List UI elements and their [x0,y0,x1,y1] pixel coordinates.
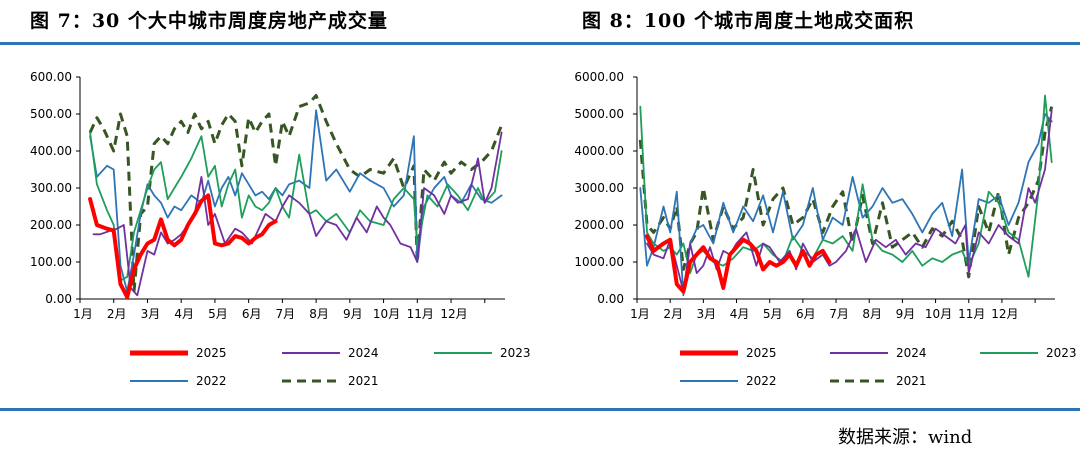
y-tick-label: 1000.00 [574,255,624,269]
chart-1: 0.00 100.00 200.00 300.00 400.00 500.00 600.00… [30,70,531,388]
data-source: 数据来源：wind [838,427,973,448]
x-tick-label: 6月 [242,307,262,321]
y-tick-label: 300.00 [30,181,72,195]
legend-label-2021: 2021 [348,374,379,388]
x-tick-label: 7月 [829,307,849,321]
bottom-divider [0,408,1080,411]
series-line-2022 [639,113,1053,297]
x-tick-label: 2月 [107,307,127,321]
y-tick-label: 5000.00 [574,107,624,121]
x-tick-label: 7月 [276,307,296,321]
y-tick-label: 2000.00 [574,218,624,232]
y-tick-label: 6000.00 [574,70,624,84]
y-tick-label: 200.00 [30,218,72,232]
legend-label-2025: 2025 [196,346,227,360]
y-tick-label: 4000.00 [574,144,624,158]
legend-label-2023: 2023 [1046,346,1077,360]
x-tick-label: 5月 [208,307,228,321]
y-tick-label: 500.00 [30,107,72,121]
x-tick-label: 8月 [862,307,882,321]
series-line-2023 [639,94,1053,278]
legend-label-2024: 2024 [896,346,927,360]
x-tick-label: 9月 [343,307,363,321]
x-tick-label: 10月 [925,307,952,321]
x-tick-label: 11月 [958,307,985,321]
x-tick-label: 4月 [174,307,194,321]
x-tick-label: 2月 [663,307,683,321]
chart-2: 0.00 1000.00 2000.00 3000.00 4000.00 5000.00 6… [574,70,1076,388]
y-tick-label: 3000.00 [574,181,624,195]
x-tick-label: 12月 [440,307,467,321]
x-tick-label: 11月 [407,307,434,321]
x-tick-label: 9月 [896,307,916,321]
legend-label-2022: 2022 [746,374,777,388]
x-tick-label: 6月 [796,307,816,321]
x-tick-label: 4月 [730,307,750,321]
legend-label-2022: 2022 [196,374,227,388]
y-tick-label: 600.00 [30,70,72,84]
x-tick-label: 8月 [309,307,329,321]
legend-label-2025: 2025 [746,346,777,360]
series-line-2024 [92,131,503,297]
legend-label-2021: 2021 [896,374,927,388]
y-tick-label: 100.00 [30,255,72,269]
y-tick-label: 400.00 [30,144,72,158]
y-tick-label: 0.00 [597,292,624,306]
x-tick-label: 1月 [630,307,650,321]
left-chart-title: 图 7：30 个大中城市周度房地产成交量 [30,10,388,32]
right-chart-title: 图 8：100 个城市周度土地成交面积 [582,10,915,32]
series-line-2021 [88,94,503,294]
top-divider [0,42,1080,45]
series-line-2025 [645,234,832,294]
legend-label-2024: 2024 [348,346,379,360]
x-tick-label: 3月 [697,307,717,321]
x-tick-label: 5月 [763,307,783,321]
series-line-2025 [88,193,278,300]
series-line-2024 [646,109,1053,293]
x-tick-label: 10月 [373,307,400,321]
legend-label-2023: 2023 [500,346,531,360]
x-tick-label: 12月 [991,307,1018,321]
series-line-2023 [89,131,503,282]
y-tick-label: 0.00 [45,292,72,306]
x-tick-label: 3月 [141,307,161,321]
x-tick-label: 1月 [73,307,93,321]
